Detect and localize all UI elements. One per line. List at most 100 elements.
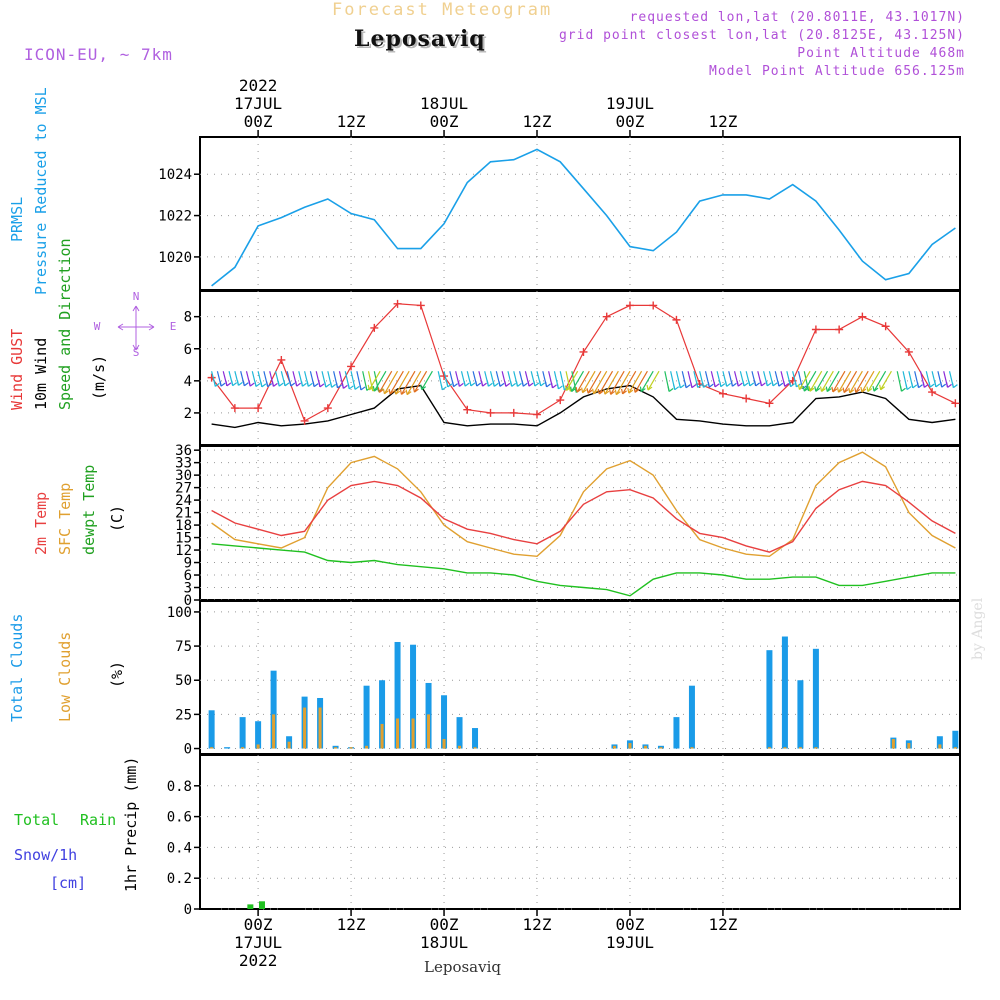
low-clouds-bar: [396, 718, 400, 749]
wind-arrow-head: [592, 388, 598, 395]
legend-rain: Rain: [80, 811, 116, 829]
low-clouds-bar: [365, 745, 369, 749]
wind-arrow-head: [860, 386, 867, 393]
precip-bars: [200, 901, 960, 910]
wind-arrow-head: [545, 381, 551, 388]
wind-arrow-head: [213, 381, 220, 387]
axis-label-precip: 1hr Precip (mm): [122, 757, 140, 892]
wind-arrow-head: [794, 381, 801, 388]
wind-arrow: [803, 370, 817, 392]
wind-arrow: [615, 370, 631, 395]
wind-arrow-head: [765, 380, 772, 387]
gust-point: [904, 347, 913, 356]
wind-arrow-head: [353, 384, 360, 390]
wind-arrow-head: [802, 386, 809, 392]
low-clouds-bar: [643, 745, 647, 749]
wind-arrow-head: [916, 382, 923, 389]
compass-e: E: [170, 320, 177, 333]
wind-arrow: [838, 370, 852, 393]
total-clouds-bar: [208, 710, 215, 749]
wind-arrow-head: [382, 388, 389, 395]
panel-clouds: 0 25 50 75 100: [167, 600, 961, 758]
wind-arrow: [832, 370, 846, 393]
series-line-2m-temp: [211, 480, 956, 553]
wind-arrow: [582, 370, 596, 393]
requested-coordinates: requested lon,lat (20.8011E, 43.1017N): [629, 10, 965, 25]
wind-arrow-head: [789, 381, 795, 388]
low-clouds-bar: [783, 747, 787, 749]
wind-arrow-head: [475, 380, 482, 387]
wind-arrow-head: [678, 382, 685, 389]
wind-arrow-head: [684, 382, 691, 389]
series-line-pressure: [211, 148, 956, 287]
wind-arrow: [368, 370, 381, 391]
wind-arrow-head: [306, 381, 313, 387]
wind-arrow-head: [367, 384, 374, 391]
y-tick-label: 8: [184, 310, 192, 326]
wind-arrow-head: [872, 386, 879, 392]
wind-arrow-head: [300, 381, 307, 387]
wind-arrow-head: [521, 381, 528, 387]
panel-frame: [199, 445, 961, 601]
axis-label-total-clouds: Total Clouds: [8, 614, 26, 722]
wind-arrow-head: [295, 380, 302, 387]
y-tick-label: 36: [175, 443, 192, 459]
axis-label-prmsl: PRMSL: [8, 197, 26, 242]
wind-arrow-head: [289, 380, 296, 387]
wind-arrow: [587, 370, 602, 394]
wind-arrow-head: [515, 381, 522, 387]
wind-arrow-head: [242, 380, 249, 387]
gust-point: [509, 408, 518, 417]
wind-arrow-head: [527, 380, 534, 387]
wind-arrow-head: [219, 380, 226, 387]
total-clouds-bar: [410, 644, 417, 749]
total-clouds-bar: [936, 736, 943, 749]
x-tick-label: 18JUL: [420, 94, 468, 113]
axis-label-dewpoint: dewpt Temp: [80, 465, 98, 555]
gust-point: [858, 312, 867, 321]
wind-arrow: [855, 370, 869, 393]
wind-arrow-head: [539, 380, 546, 387]
legend-snow: Snow/1h: [14, 846, 77, 864]
wind-arrow: [389, 370, 404, 395]
y-tick-label: 0.4: [167, 840, 192, 856]
gust-point: [881, 322, 890, 331]
wind-arrow-head: [463, 380, 470, 387]
wind-arrow: [821, 370, 834, 392]
wind-arrow-head: [570, 386, 576, 393]
low-clouds-bar: [241, 747, 245, 749]
wind-arrow: [571, 370, 585, 392]
wind-arrow: [809, 370, 823, 392]
low-clouds-bar: [938, 744, 942, 749]
x-tick-label: 00Z: [616, 112, 645, 131]
low-clouds-bar: [318, 707, 322, 749]
panel-frame: [199, 136, 961, 291]
low-clouds-bar: [349, 747, 353, 749]
x-tick-label: 12Z: [708, 915, 737, 934]
axis-label-sfc-temp: SFC Temp: [56, 483, 74, 555]
wind-arrow-head: [492, 381, 499, 387]
wind-arrow-head: [581, 387, 587, 394]
total-clouds-bar: [394, 641, 401, 749]
wind-arrow-head: [318, 381, 325, 388]
low-clouds-bar: [411, 718, 415, 749]
wind-arrow-head: [564, 385, 571, 391]
low-clouds-bar: [210, 747, 214, 749]
wind-arrow-head: [707, 382, 714, 388]
wind-arrow: [647, 370, 660, 391]
wind-arrow-head: [777, 380, 784, 387]
wind-arrow-head: [673, 384, 680, 391]
gust-point: [323, 404, 332, 413]
wind-arrow-head: [742, 380, 749, 387]
wind-arrow: [634, 370, 648, 393]
y-tick-label: 1020: [158, 250, 192, 266]
gust-point: [254, 404, 263, 413]
total-clouds-bar: [456, 717, 463, 749]
rain-bar: [258, 901, 265, 909]
x-tick-label: 12Z: [523, 915, 552, 934]
low-clouds-bar: [628, 743, 632, 749]
y-tick-label: 75: [175, 639, 192, 655]
wind-arrow: [880, 370, 892, 391]
y-tick-label: 0.8: [167, 779, 192, 795]
wind-arrow-head: [609, 389, 616, 395]
